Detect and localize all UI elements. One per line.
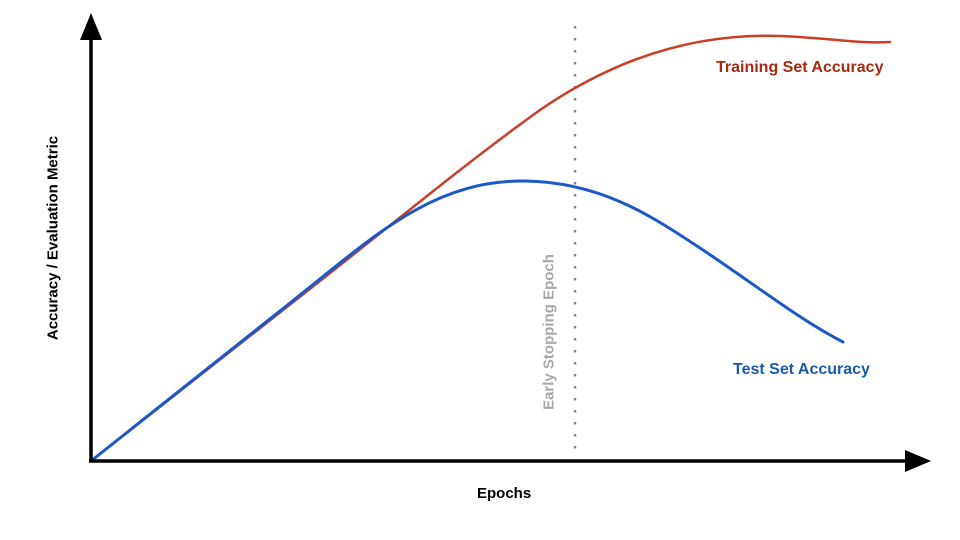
test-series-label: Test Set Accuracy — [733, 361, 870, 378]
y-axis-label: Accuracy / Evaluation Metric — [44, 135, 62, 341]
y-axis-arrow-icon — [80, 13, 102, 40]
early-stopping-label: Early Stopping Epoch — [540, 254, 558, 410]
training-accuracy-curve — [89, 34, 892, 463]
x-axis-label: Epochs — [477, 485, 532, 502]
training-series-label: Training Set Accuracy — [716, 59, 884, 76]
x-axis-arrow-icon — [905, 450, 931, 472]
test-accuracy-curve — [89, 179, 845, 463]
